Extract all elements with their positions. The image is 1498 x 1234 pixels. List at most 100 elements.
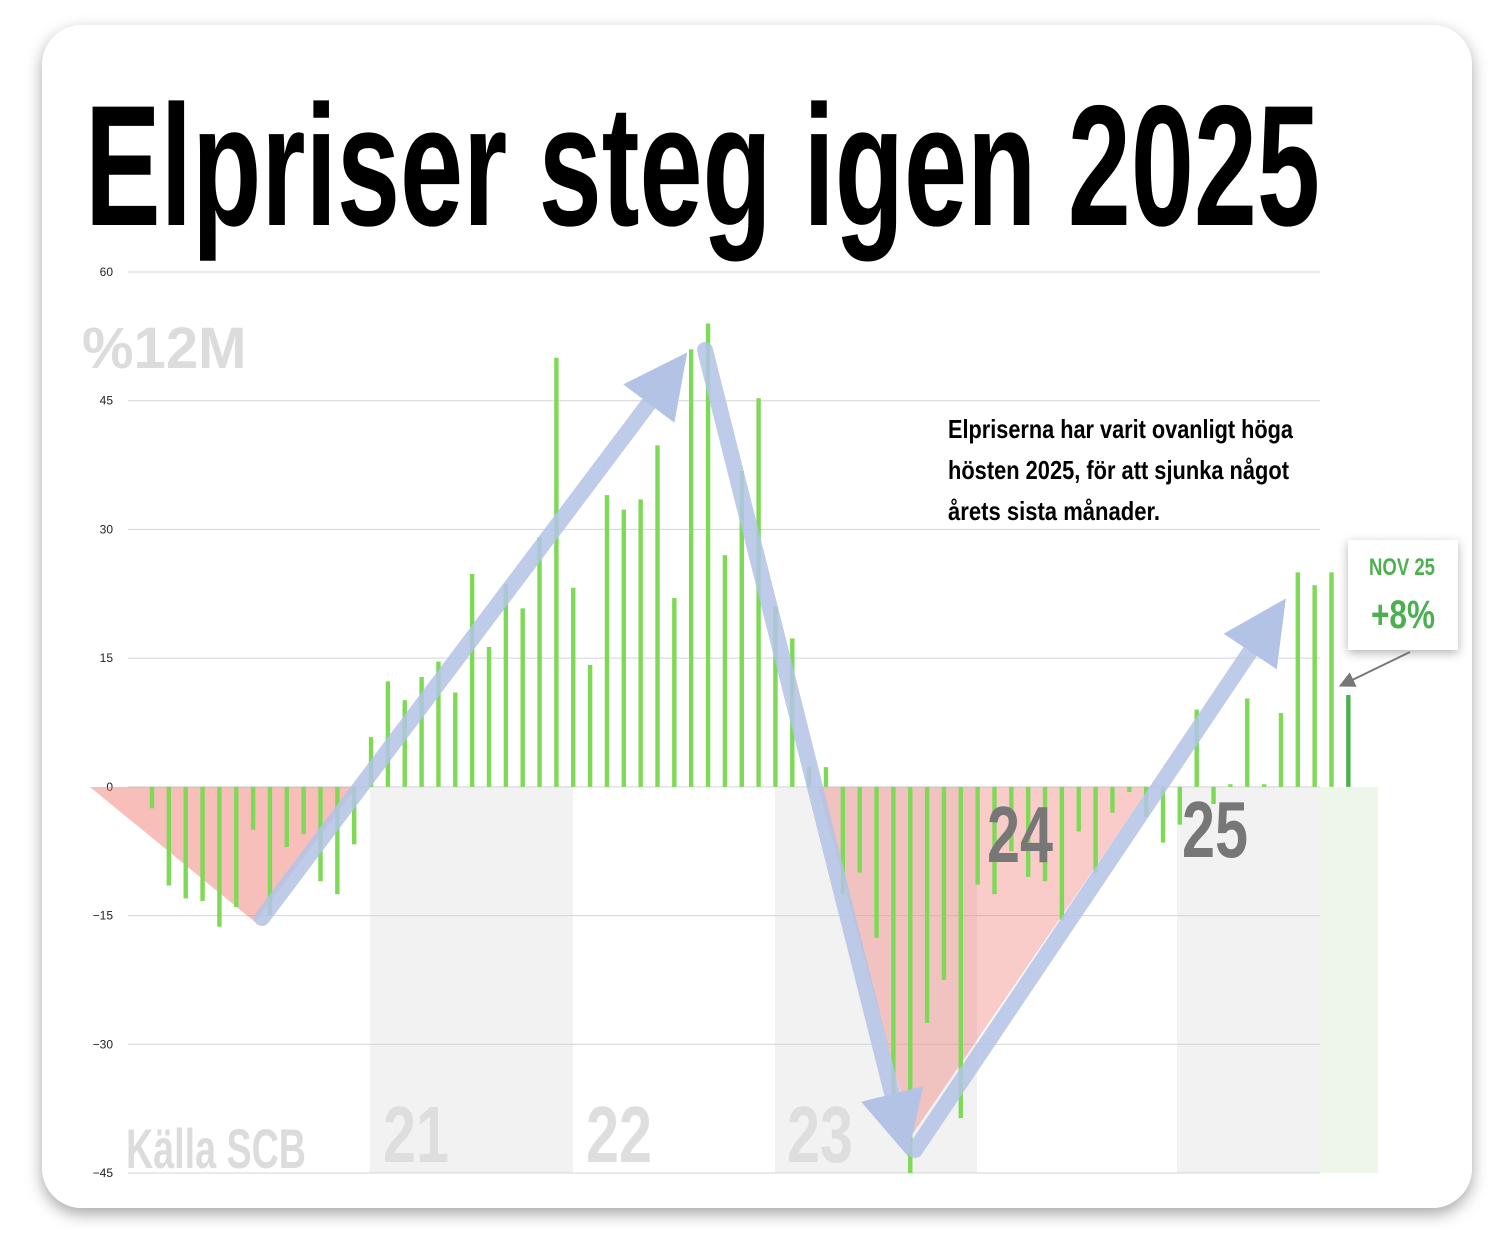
year-label: 23 bbox=[787, 1090, 853, 1179]
source: Källa SCB bbox=[126, 1117, 306, 1180]
bar bbox=[1059, 786, 1065, 920]
bar bbox=[705, 323, 711, 787]
bar bbox=[436, 661, 441, 787]
bar bbox=[335, 786, 340, 895]
bar bbox=[267, 786, 273, 916]
bar bbox=[941, 786, 947, 980]
y-tick-label: 0 bbox=[106, 780, 113, 794]
callout-box bbox=[1348, 540, 1458, 650]
callout-pointer bbox=[1338, 651, 1411, 687]
bar bbox=[166, 786, 172, 886]
bar bbox=[250, 786, 256, 830]
bar bbox=[992, 786, 997, 895]
decline-area bbox=[818, 787, 1150, 1135]
y-tick-label: −45 bbox=[93, 1166, 114, 1180]
y-tick-label: 15 bbox=[100, 651, 114, 665]
bar bbox=[874, 786, 879, 938]
bar bbox=[1127, 786, 1132, 793]
bar bbox=[284, 786, 289, 847]
bar bbox=[1211, 786, 1216, 805]
bar bbox=[655, 445, 660, 787]
y-tick-label: 30 bbox=[100, 522, 114, 536]
bar bbox=[200, 786, 205, 901]
bar bbox=[453, 692, 458, 787]
trend-arrow bbox=[254, 352, 688, 926]
year-label: 22 bbox=[586, 1090, 652, 1179]
bar bbox=[217, 786, 222, 927]
bar bbox=[1261, 784, 1267, 787]
bar bbox=[773, 606, 778, 787]
bar bbox=[486, 646, 492, 787]
bar bbox=[1093, 786, 1098, 873]
bar bbox=[385, 681, 391, 787]
bar bbox=[1160, 786, 1166, 843]
bar bbox=[1026, 786, 1031, 877]
bar bbox=[587, 665, 593, 787]
year-label: 21 bbox=[383, 1090, 449, 1179]
bar bbox=[638, 499, 643, 787]
bar bbox=[419, 677, 424, 787]
trend-arrow bbox=[697, 342, 924, 1157]
bar bbox=[908, 786, 913, 1173]
year-label: 24 bbox=[987, 790, 1053, 879]
bar bbox=[1110, 786, 1115, 813]
bar bbox=[149, 786, 155, 809]
bar bbox=[823, 767, 829, 787]
bar bbox=[1194, 709, 1199, 787]
bar bbox=[1177, 786, 1183, 825]
band bbox=[1320, 787, 1378, 1173]
bar bbox=[554, 357, 559, 787]
bar bbox=[520, 608, 525, 787]
bar bbox=[604, 495, 610, 787]
bar bbox=[924, 786, 930, 1023]
decline-area bbox=[90, 787, 357, 922]
bar bbox=[891, 786, 896, 1101]
bar bbox=[402, 700, 407, 787]
bar bbox=[1009, 786, 1014, 852]
bar bbox=[1312, 585, 1317, 787]
callout-label: NOV 25 bbox=[1369, 554, 1435, 581]
bar bbox=[1295, 572, 1300, 787]
bar bbox=[352, 786, 357, 845]
annotation-line: hösten 2025, för att sjunka något bbox=[948, 455, 1289, 485]
annotation-line: Elpriserna har varit ovanligt höga bbox=[948, 414, 1293, 444]
callout-value: +8% bbox=[1371, 593, 1435, 637]
bar bbox=[1228, 784, 1233, 787]
y-axis-label: %12M bbox=[82, 316, 246, 381]
trend-arrow bbox=[907, 598, 1286, 1158]
y-tick-label: 45 bbox=[100, 394, 114, 408]
bar bbox=[1076, 786, 1081, 832]
bar bbox=[958, 786, 963, 1119]
bar bbox=[301, 786, 306, 835]
annotation-line: årets sista månader. bbox=[948, 496, 1160, 526]
bar bbox=[234, 786, 239, 907]
bar bbox=[1042, 786, 1048, 882]
bar bbox=[722, 555, 728, 787]
bar bbox=[571, 587, 576, 787]
bar bbox=[689, 349, 694, 787]
y-tick-label: 60 bbox=[100, 265, 114, 279]
bar bbox=[1278, 713, 1284, 787]
trend-arrows bbox=[254, 342, 1286, 1158]
bar bbox=[503, 584, 509, 787]
year-bands bbox=[370, 787, 1378, 1173]
bar bbox=[1329, 572, 1334, 787]
bar bbox=[1245, 698, 1250, 787]
bar bbox=[975, 786, 980, 885]
bar bbox=[183, 786, 188, 899]
y-tick-label: −30 bbox=[93, 1037, 114, 1051]
bar bbox=[469, 574, 475, 787]
annotation: Elpriserna har varit ovanligt höga höste… bbox=[948, 414, 1293, 526]
bar bbox=[1346, 695, 1351, 787]
band bbox=[370, 787, 573, 1173]
bar bbox=[857, 786, 862, 873]
bar bbox=[537, 537, 542, 787]
bar bbox=[739, 471, 744, 787]
chart-title: Elpriser steg igen 2025 bbox=[85, 70, 1320, 262]
year-label: 25 bbox=[1182, 785, 1248, 874]
y-tick-label: −15 bbox=[93, 909, 114, 923]
bar bbox=[621, 509, 626, 787]
band bbox=[1177, 787, 1320, 1173]
bar bbox=[672, 598, 677, 787]
